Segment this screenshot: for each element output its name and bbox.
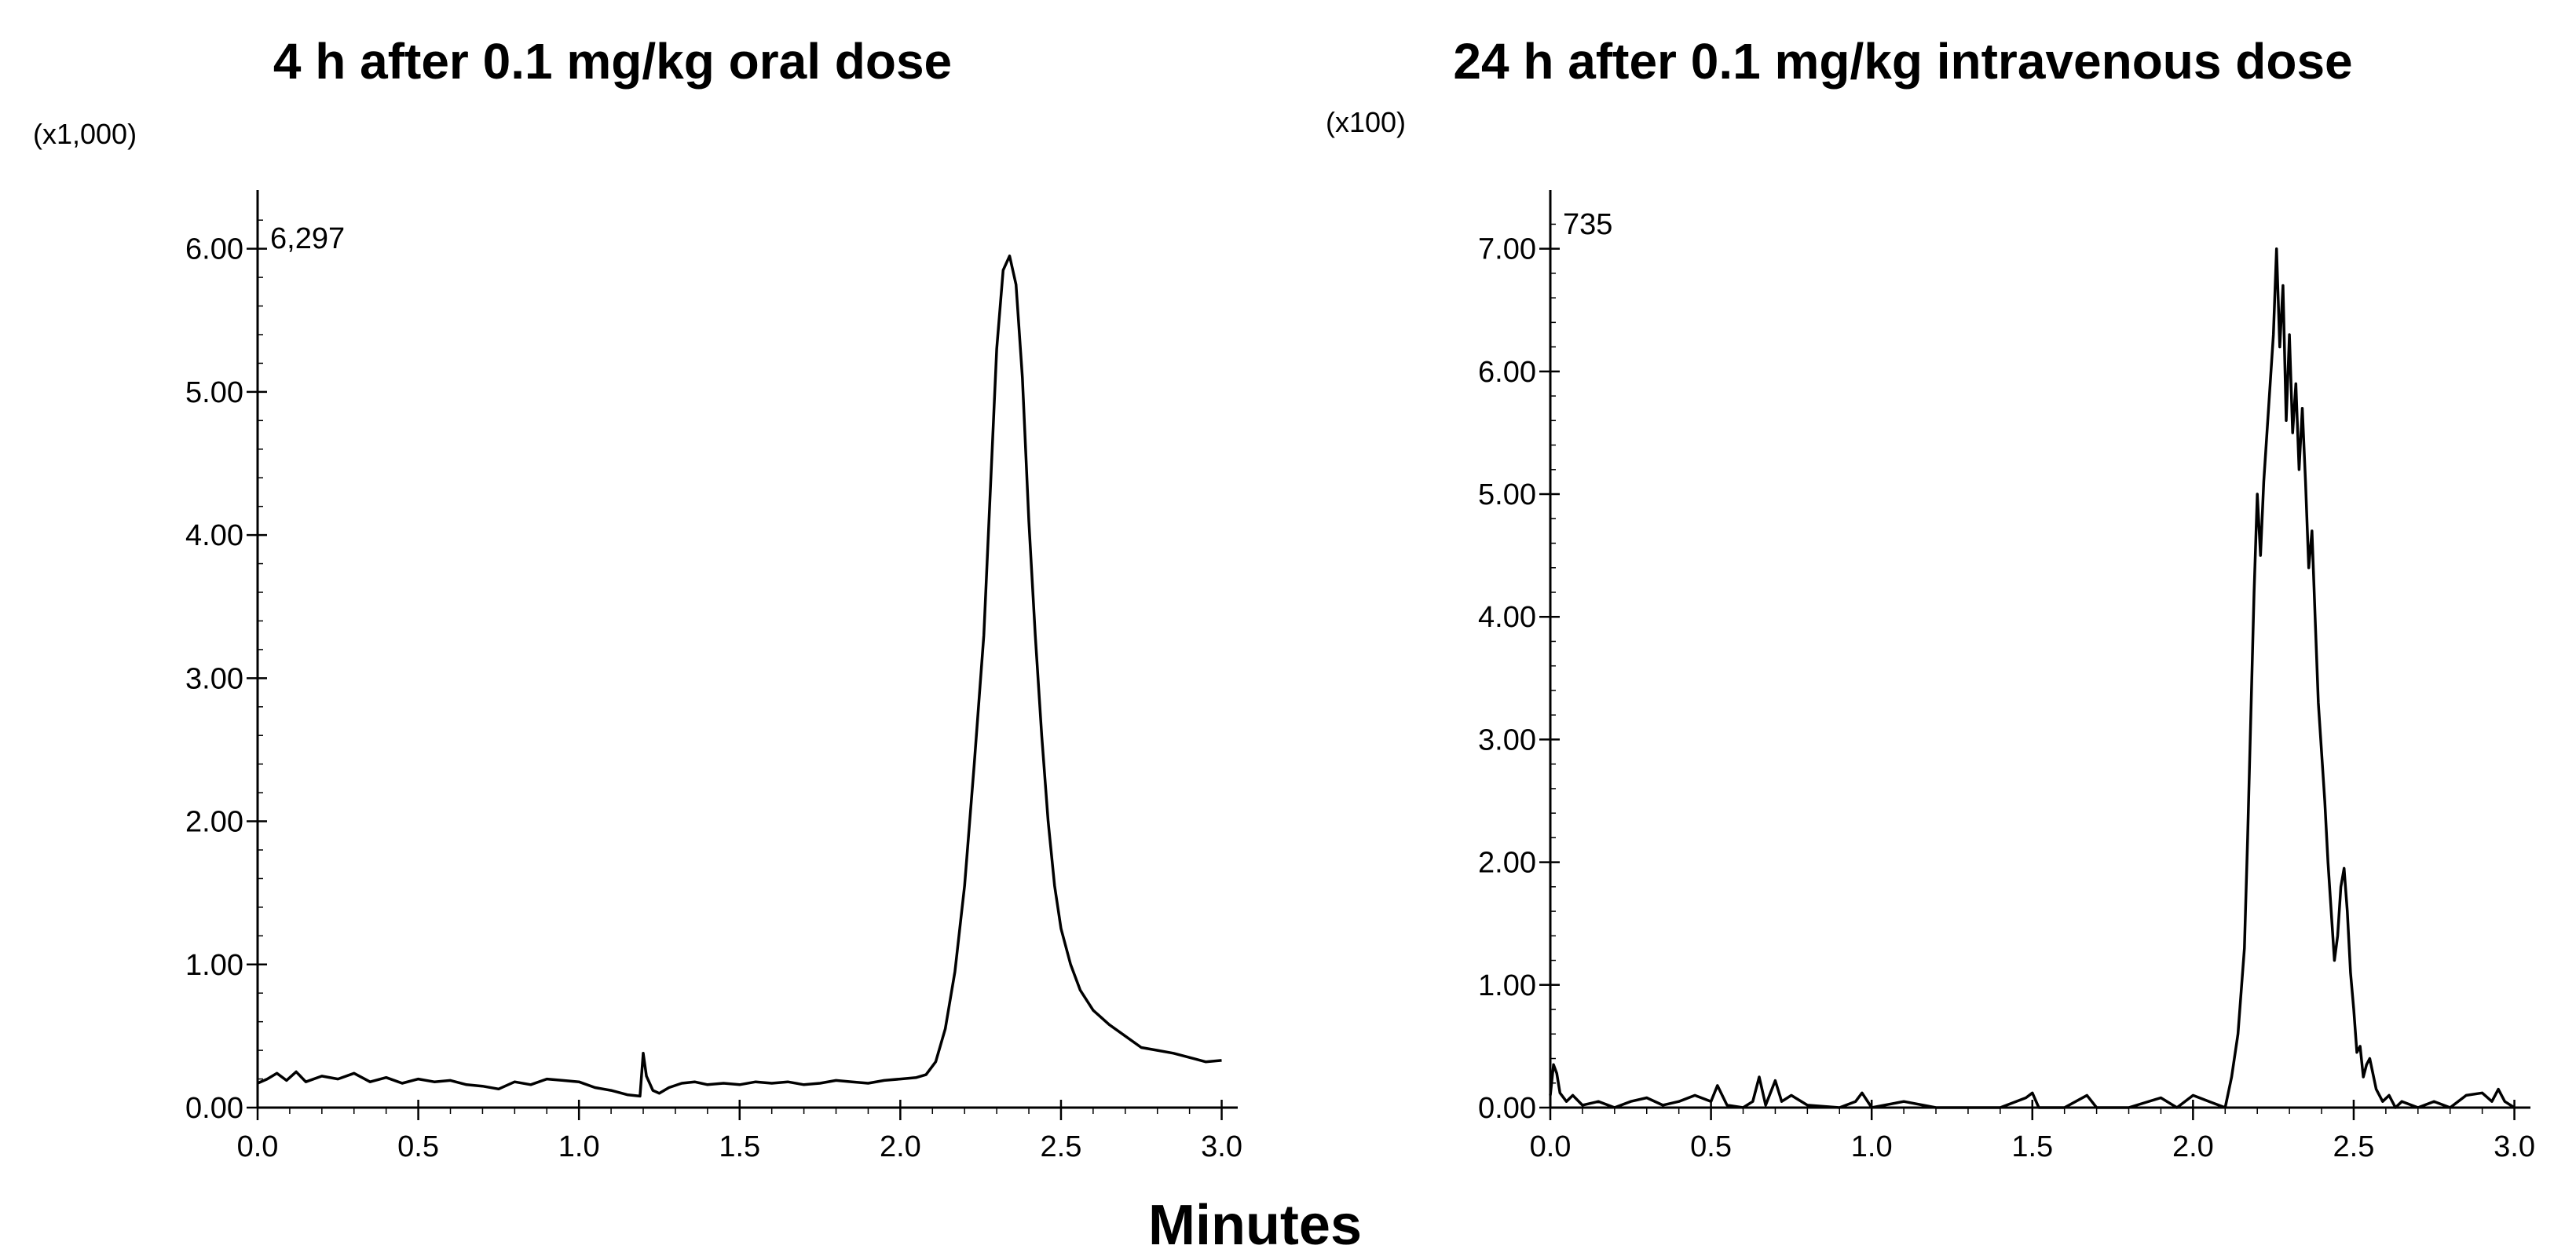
y-tick-label: 3.00 xyxy=(1478,723,1536,756)
y-tick-label: 2.00 xyxy=(185,806,243,839)
peak-intensity-label: 735 xyxy=(1563,208,1612,241)
y-tick-label: 3.00 xyxy=(185,662,243,695)
y-tick-label: 4.00 xyxy=(185,519,243,552)
y-tick-label: 7.00 xyxy=(1478,233,1536,266)
series xyxy=(257,255,1222,1098)
chromatogram-trace-oral xyxy=(257,255,1222,1098)
series xyxy=(1549,247,2516,1109)
axes xyxy=(1549,190,2530,1109)
peak-intensity-label: 6,297 xyxy=(270,222,345,255)
x-tick-label: 3.0 xyxy=(1201,1130,1242,1163)
y-tick-label: 6.00 xyxy=(1478,356,1536,389)
y-tick-label: 0.00 xyxy=(185,1092,243,1125)
y-scale-multiplier: (x1,000) xyxy=(33,118,137,150)
x-tick-label: 2.0 xyxy=(2172,1130,2214,1163)
x-tick-label: 1.0 xyxy=(1851,1130,1893,1163)
x-axis-label: Minutes xyxy=(1148,1194,1362,1257)
x-tick-label: 1.0 xyxy=(558,1130,600,1163)
x-tick-label: 0.5 xyxy=(1690,1130,1732,1163)
x-tick-label: 2.5 xyxy=(1041,1130,1082,1163)
y-tick-label: 1.00 xyxy=(1478,969,1536,1002)
ticks: 0.00 1.00 2.00 3.00 4.00 5.00 6.00 0.0 0.5 1.0 1.5… xyxy=(185,219,1242,1163)
x-tick-label: 2.0 xyxy=(880,1130,921,1163)
x-tick-label: 3.0 xyxy=(2494,1130,2535,1163)
axes xyxy=(256,190,1238,1109)
chart-title: 24 h after 0.1 mg/kg intravenous dose xyxy=(1453,33,2352,90)
y-tick-label: 1.00 xyxy=(185,949,243,982)
x-tick-label: 1.5 xyxy=(719,1130,760,1163)
ticks: 0.00 1.00 2.00 3.00 4.00 5.00 6.00 7.00 0.0 0.5 1.… xyxy=(1478,223,2535,1163)
intravenous-dose-chart: 24 h after 0.1 mg/kg intravenous dose (x… xyxy=(1326,33,2535,1163)
chart-title: 4 h after 0.1 mg/kg oral dose xyxy=(273,33,952,90)
x-tick-label: 0.0 xyxy=(237,1130,279,1163)
x-tick-label: 2.5 xyxy=(2333,1130,2375,1163)
y-tick-label: 2.00 xyxy=(1478,847,1536,880)
y-tick-label: 5.00 xyxy=(1478,478,1536,511)
y-tick-label: 6.00 xyxy=(185,233,243,266)
y-scale-multiplier: (x100) xyxy=(1326,106,1406,138)
y-tick-label: 5.00 xyxy=(185,376,243,409)
chromatogram-trace-intravenous xyxy=(1549,247,2516,1109)
x-tick-label: 0.0 xyxy=(1530,1130,1572,1163)
x-tick-label: 0.5 xyxy=(397,1130,439,1163)
oral-dose-chart: 4 h after 0.1 mg/kg oral dose (x1,000) 6… xyxy=(33,33,1242,1163)
y-tick-label: 4.00 xyxy=(1478,601,1536,634)
y-tick-label: 0.00 xyxy=(1478,1092,1536,1125)
x-tick-label: 1.5 xyxy=(2011,1130,2053,1163)
